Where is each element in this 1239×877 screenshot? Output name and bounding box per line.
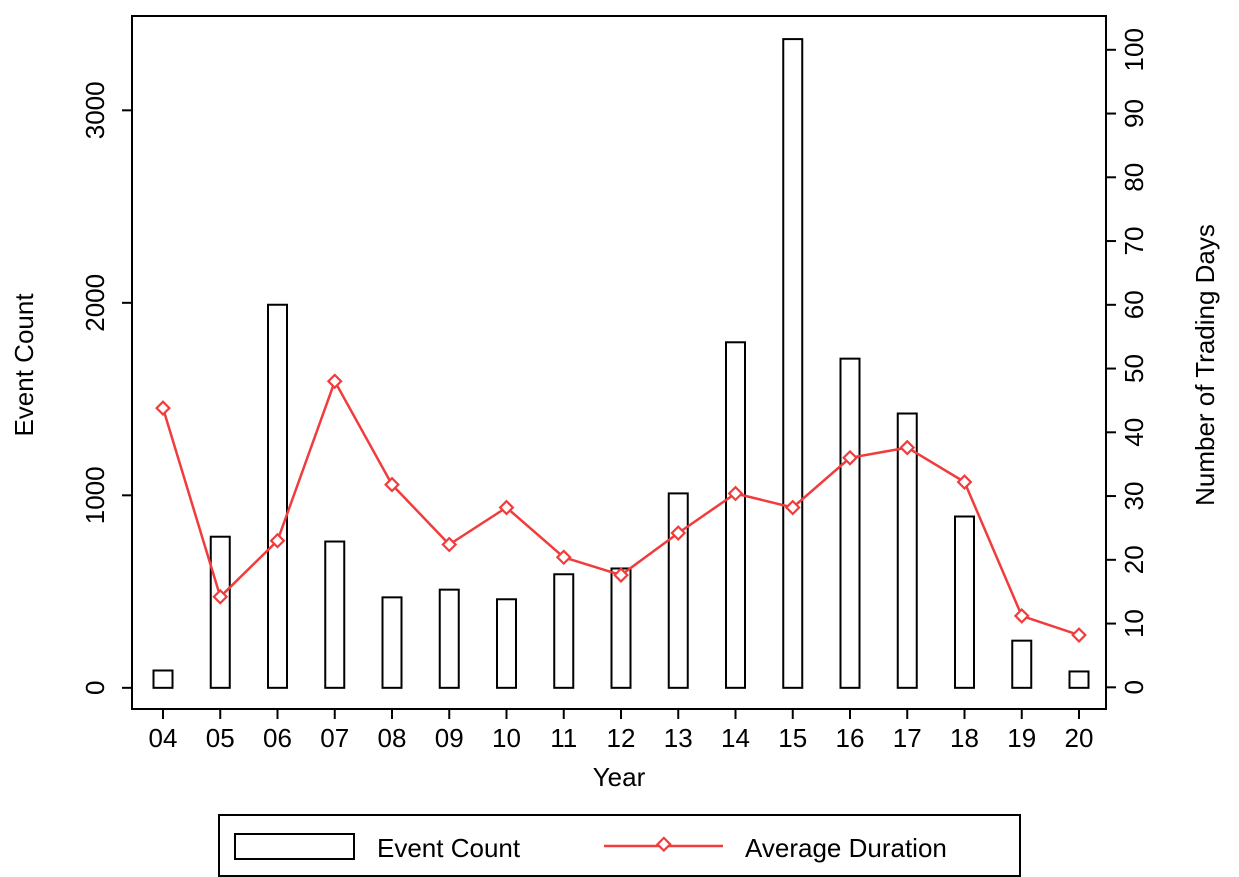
bar-12 xyxy=(610,567,632,689)
x-tick-label-18: 18 xyxy=(950,723,979,753)
legend-label-event-count: Event Count xyxy=(377,833,521,863)
x-tick-label-09: 09 xyxy=(435,723,464,753)
line-point-09 xyxy=(441,536,458,553)
bar-11 xyxy=(553,573,575,689)
line-point-15 xyxy=(784,499,801,516)
legend-swatch-marker xyxy=(655,836,672,853)
line-point-06 xyxy=(269,532,286,549)
axes-group: 0 1000 2000 3000 0 10 20 30 40 50 60 70 80 90 100 04 05 0… xyxy=(80,28,1149,753)
bar-08 xyxy=(381,596,403,689)
line-point-10 xyxy=(498,499,515,516)
y-right-tick-label-100: 100 xyxy=(1119,28,1149,71)
y-right-tick-label-60: 60 xyxy=(1119,290,1149,319)
x-tick-label-20: 20 xyxy=(1065,723,1094,753)
line-series-group xyxy=(155,373,1087,643)
y-right-tick-label-70: 70 xyxy=(1119,227,1149,256)
x-tick-label-12: 12 xyxy=(607,723,636,753)
line-point-05 xyxy=(212,588,229,605)
line-point-08 xyxy=(384,476,400,493)
y-left-tick-label-1000: 1000 xyxy=(80,466,110,524)
line-point-18 xyxy=(956,474,973,490)
y-left-tick-label-0: 0 xyxy=(80,681,110,695)
line-point-13 xyxy=(670,525,687,541)
bar-10 xyxy=(496,598,517,689)
y-left-tick-label-2000: 2000 xyxy=(80,274,110,332)
line-point-12 xyxy=(613,567,629,584)
x-tick-label-13: 13 xyxy=(664,723,693,753)
line-point-16 xyxy=(842,449,858,466)
bars-group xyxy=(152,38,1090,689)
bar-05 xyxy=(209,535,231,689)
x-tick-label-11: 11 xyxy=(550,723,577,753)
line-point-17 xyxy=(899,439,916,456)
x-tick-label-04: 04 xyxy=(149,723,178,753)
y-right-tick-label-0: 0 xyxy=(1119,680,1149,694)
bar-18 xyxy=(954,515,975,689)
bar-17 xyxy=(896,412,918,689)
y-right-tick-label-90: 90 xyxy=(1119,99,1149,128)
bar-15 xyxy=(782,38,804,689)
x-tick-label-15: 15 xyxy=(778,723,807,753)
x-tick-label-16: 16 xyxy=(836,723,865,753)
bar-16 xyxy=(839,357,861,689)
legend-label-average-duration: Average Duration xyxy=(745,833,947,863)
y-right-tick-label-80: 80 xyxy=(1119,163,1149,192)
line-point-19 xyxy=(1013,608,1030,624)
x-tick-label-06: 06 xyxy=(263,723,292,753)
bar-07 xyxy=(324,540,346,689)
y-right-tick-label-10: 10 xyxy=(1119,609,1149,638)
line-point-14 xyxy=(727,485,744,502)
y-right-tick-label-30: 30 xyxy=(1119,482,1149,511)
bar-20 xyxy=(1068,670,1090,689)
bar-04 xyxy=(152,669,174,689)
legend-swatch-event-count xyxy=(234,833,355,860)
x-tick-label-05: 05 xyxy=(206,723,235,753)
x-tick-label-17: 17 xyxy=(893,723,922,753)
line-point-11 xyxy=(555,549,572,566)
x-tick-label-07: 07 xyxy=(320,723,349,753)
y-left-tick-label-3000: 3000 xyxy=(80,81,110,139)
x-tick-label-19: 19 xyxy=(1007,723,1036,753)
y-right-tick-label-40: 40 xyxy=(1119,418,1149,447)
line-point-20 xyxy=(1071,627,1087,643)
bar-19 xyxy=(1011,639,1033,689)
x-axis-title: Year xyxy=(593,762,646,792)
y-axis-left-title: Event Count xyxy=(9,293,39,437)
x-tick-label-10: 10 xyxy=(492,723,521,753)
y-axis-right-title: Number of Trading Days xyxy=(1190,224,1220,506)
line-point-07 xyxy=(326,373,343,390)
x-tick-label-14: 14 xyxy=(721,723,750,753)
bar-13 xyxy=(667,492,689,689)
bar-09 xyxy=(438,588,460,689)
y-right-tick-label-20: 20 xyxy=(1119,545,1149,574)
legend: Event Count Average Duration xyxy=(218,814,1021,877)
x-tick-label-08: 08 xyxy=(378,723,407,753)
bar-14 xyxy=(725,341,746,689)
line-point-04 xyxy=(155,400,171,417)
y-right-tick-label-50: 50 xyxy=(1119,354,1149,383)
bar-06 xyxy=(267,303,288,689)
